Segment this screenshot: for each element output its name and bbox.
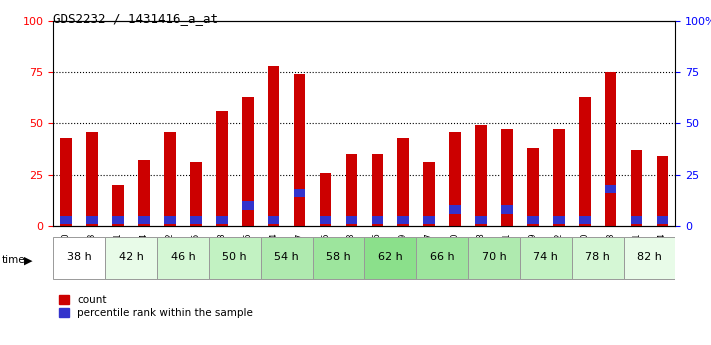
Bar <box>553 129 565 226</box>
Bar <box>138 216 150 224</box>
FancyBboxPatch shape <box>209 237 261 279</box>
FancyBboxPatch shape <box>364 237 416 279</box>
Bar <box>657 156 668 226</box>
Bar <box>579 97 591 226</box>
FancyBboxPatch shape <box>105 237 157 279</box>
Bar <box>372 216 383 224</box>
Bar <box>397 138 409 226</box>
FancyBboxPatch shape <box>261 237 313 279</box>
Bar <box>631 150 643 226</box>
Bar <box>605 185 616 193</box>
Bar <box>112 185 124 226</box>
Bar <box>605 72 616 226</box>
Text: 74 h: 74 h <box>533 252 558 262</box>
Bar <box>501 205 513 214</box>
Text: 38 h: 38 h <box>67 252 92 262</box>
FancyBboxPatch shape <box>468 237 520 279</box>
Bar <box>475 216 487 224</box>
Bar <box>527 216 539 224</box>
Bar <box>631 216 643 224</box>
Text: 66 h: 66 h <box>430 252 454 262</box>
Text: 46 h: 46 h <box>171 252 196 262</box>
Bar <box>242 97 254 226</box>
Bar <box>86 216 98 224</box>
Bar <box>449 205 461 214</box>
Bar <box>346 216 357 224</box>
Bar <box>86 131 98 226</box>
FancyBboxPatch shape <box>157 237 209 279</box>
Text: 50 h: 50 h <box>223 252 247 262</box>
Bar <box>579 216 591 224</box>
Bar <box>268 216 279 224</box>
Text: 58 h: 58 h <box>326 252 351 262</box>
Bar <box>527 148 539 226</box>
Bar <box>138 160 150 226</box>
Bar <box>553 216 565 224</box>
Bar <box>320 172 331 226</box>
Bar <box>372 154 383 226</box>
Legend: count, percentile rank within the sample: count, percentile rank within the sample <box>58 295 253 318</box>
Bar <box>397 216 409 224</box>
Bar <box>60 138 72 226</box>
Text: 70 h: 70 h <box>481 252 506 262</box>
Bar <box>346 154 357 226</box>
Bar <box>60 216 72 224</box>
FancyBboxPatch shape <box>53 237 105 279</box>
Text: ▶: ▶ <box>24 256 33 265</box>
Bar <box>216 111 228 226</box>
Bar <box>112 216 124 224</box>
Bar <box>475 125 487 226</box>
Bar <box>423 162 435 226</box>
Bar <box>657 216 668 224</box>
Bar <box>294 189 306 197</box>
Bar <box>216 216 228 224</box>
FancyBboxPatch shape <box>572 237 624 279</box>
FancyBboxPatch shape <box>520 237 572 279</box>
FancyBboxPatch shape <box>624 237 675 279</box>
Text: 42 h: 42 h <box>119 252 144 262</box>
Bar <box>320 216 331 224</box>
Bar <box>190 162 202 226</box>
FancyBboxPatch shape <box>416 237 468 279</box>
Bar <box>190 216 202 224</box>
Text: 78 h: 78 h <box>585 252 610 262</box>
FancyBboxPatch shape <box>313 237 364 279</box>
Bar <box>449 131 461 226</box>
Text: time: time <box>2 256 26 265</box>
Bar <box>423 216 435 224</box>
Text: GDS2232 / 1431416_a_at: GDS2232 / 1431416_a_at <box>53 12 218 25</box>
Text: 82 h: 82 h <box>637 252 662 262</box>
Bar <box>242 201 254 209</box>
Text: 62 h: 62 h <box>378 252 402 262</box>
Text: 54 h: 54 h <box>274 252 299 262</box>
Bar <box>268 66 279 226</box>
Bar <box>294 74 306 226</box>
Bar <box>501 129 513 226</box>
Bar <box>164 131 176 226</box>
Bar <box>164 216 176 224</box>
